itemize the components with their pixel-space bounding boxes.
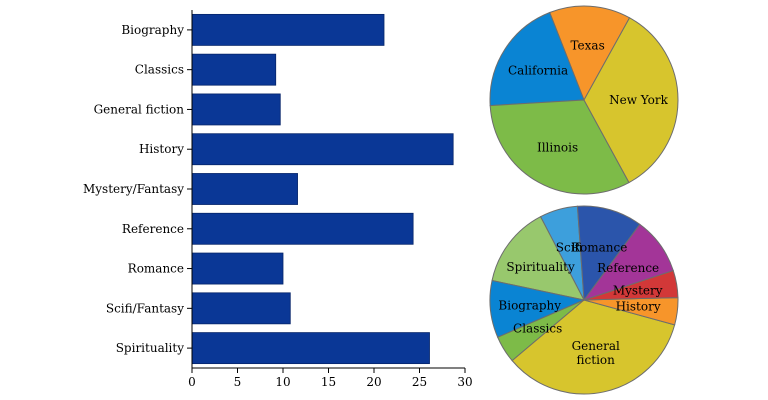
y-tick-label-reference: Reference (122, 222, 184, 236)
bar-general-fiction (191, 93, 281, 126)
x-tick-label: 25 (412, 375, 427, 389)
y-tick-label-biography: Biography (121, 23, 184, 37)
pie-label-biography: Biography (498, 298, 561, 312)
y-tick-label-general-fiction: General fiction (94, 102, 185, 116)
pie-label-california: California (508, 64, 568, 78)
x-tick-label: 30 (457, 375, 472, 389)
y-tick-label-history: History (139, 142, 184, 156)
pie-label-new-york: New York (609, 93, 669, 107)
bar-romance (191, 252, 284, 285)
y-tick-label-scifi-fantasy: Scifi/Fantasy (106, 301, 184, 315)
pie-label-reference: Reference (597, 261, 659, 275)
pie-slice-illinois (489, 99, 630, 195)
bar-spirituality (191, 332, 430, 365)
y-tick-label-spirituality: Spirituality (116, 341, 185, 355)
pie-label-texas: Texas (570, 39, 604, 53)
pie-slice-romance (576, 205, 641, 302)
bar-scifi-fantasy (191, 292, 291, 325)
pie-chart-genres: Scifi Spirituality Biography Classics Genera… (489, 205, 679, 395)
pie-label-history: History (616, 300, 661, 314)
x-tick-label: 0 (188, 375, 196, 389)
y-tick-label-mystery-fantasy: Mystery/Fantasy (83, 182, 184, 196)
pie-label-spirituality: Spirituality (506, 260, 575, 274)
x-tick-label: 5 (234, 375, 242, 389)
bar-mystery-fantasy (191, 173, 298, 205)
bar-reference (191, 212, 414, 245)
y-tick-label-classics: Classics (135, 63, 184, 77)
y-tick-label-romance: Romance (128, 262, 184, 276)
pie-slice-california (489, 11, 585, 107)
pie-slice-spirituality (491, 215, 585, 301)
pie-label-scifi: Scifi (556, 241, 583, 255)
bar-chart: Biography Classics General fiction History M… (83, 10, 473, 389)
pie-label-classics: Classics (513, 322, 562, 336)
pie-label-mystery: Mystery (613, 284, 663, 298)
pie-slice-new-york (583, 17, 679, 184)
x-tick-label: 10 (275, 375, 290, 389)
pie-label-romance: Romance (571, 241, 627, 255)
bar-biography (191, 13, 385, 46)
pie-label-general-fiction: General fiction (572, 339, 620, 367)
pie-slice-texas (549, 5, 631, 102)
bar-classics (191, 53, 277, 86)
bar-history (191, 133, 454, 166)
pie-label-illinois: Illinois (537, 141, 578, 155)
x-tick-label: 15 (321, 375, 336, 389)
x-tick-label: 20 (366, 375, 381, 389)
pie-slice-general-fiction (511, 299, 676, 395)
